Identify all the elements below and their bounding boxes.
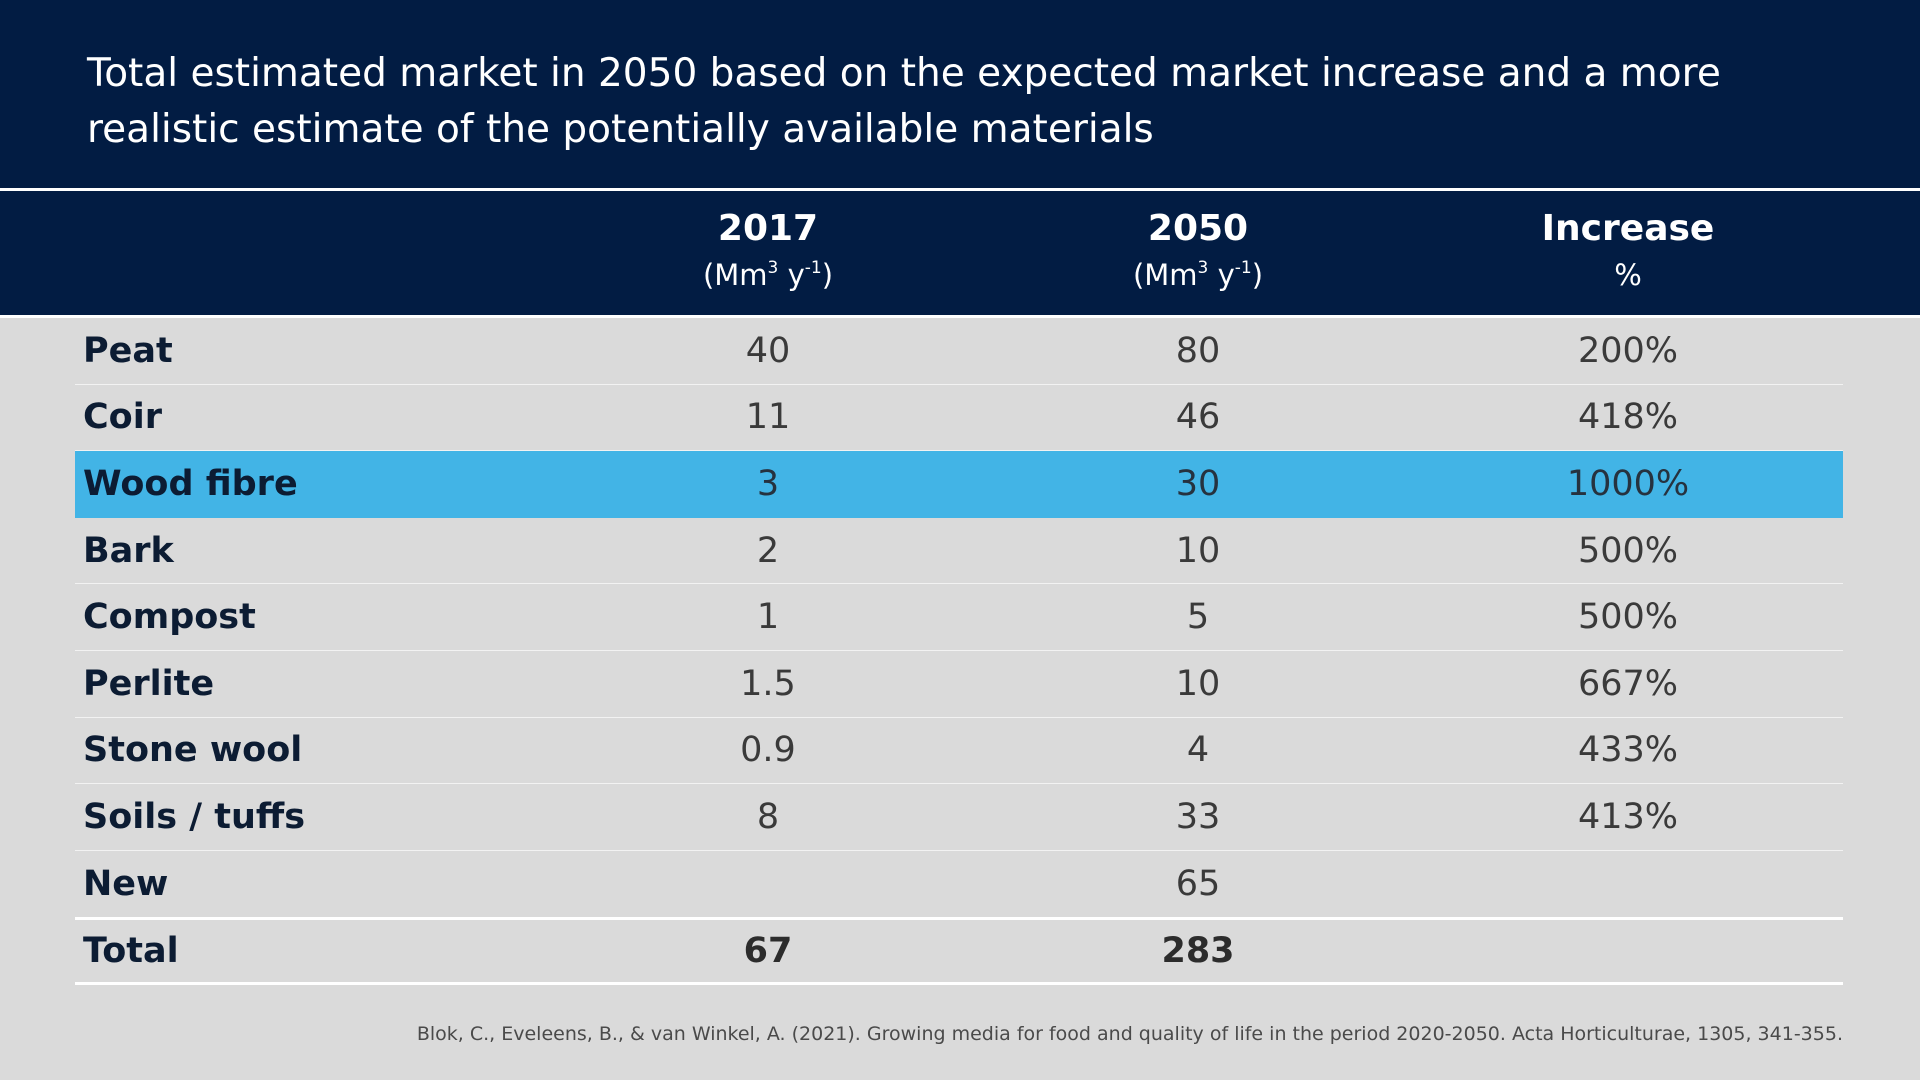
total-2050: 283 <box>1161 931 1235 972</box>
table-row-new: New 65 <box>75 851 1843 918</box>
column-header-increase-title: Increase <box>1541 208 1715 249</box>
cell-2017: 1.5 <box>740 663 796 704</box>
table-row-wood-fibre-highlighted: Wood fibre 3 30 1000% <box>75 451 1843 518</box>
row-label: Coir <box>83 397 162 438</box>
table-row-soils-tuffs: Soils / tuffs 8 33 413% <box>75 784 1843 851</box>
cell-increase: 433% <box>1577 730 1679 771</box>
cell-increase: 1000% <box>1566 463 1690 504</box>
cell-2017: 40 <box>745 330 791 371</box>
cell-increase: 200% <box>1577 330 1679 371</box>
row-label: Peat <box>83 330 173 371</box>
column-header-2017-unit: (Mm3 y-1) <box>702 258 834 292</box>
row-label: Compost <box>83 597 256 638</box>
cell-2050: 10 <box>1175 663 1221 704</box>
cell-2050: 80 <box>1175 330 1221 371</box>
table-row-peat: Peat 40 80 200% <box>75 318 1843 385</box>
table-body: Peat 40 80 200% Coir 11 46 418% Wood fib… <box>75 318 1843 986</box>
cell-2050: 10 <box>1175 530 1221 571</box>
table-row-coir: Coir 11 46 418% <box>75 385 1843 452</box>
column-header-increase: Increase % <box>1418 191 1838 315</box>
citation: Blok, C., Eveleens, B., & van Winkel, A.… <box>416 1023 1843 1045</box>
cell-2050: 30 <box>1175 463 1221 504</box>
row-label: Stone wool <box>83 730 303 771</box>
cell-increase: 413% <box>1577 796 1679 837</box>
cell-increase: 500% <box>1577 530 1679 571</box>
cell-increase <box>1418 851 1838 918</box>
cell-2017: 2 <box>756 530 780 571</box>
header-bottom-line <box>0 315 1920 318</box>
column-header-2050-title: 2050 <box>1147 208 1249 249</box>
cell-increase: 667% <box>1577 663 1679 704</box>
column-header-increase-unit: % <box>1614 258 1642 292</box>
table-header: 2017 (Mm3 y-1) 2050 (Mm3 y-1) Increase % <box>0 191 1920 315</box>
cell-2017: 1 <box>756 597 780 638</box>
cell-increase: 418% <box>1577 397 1679 438</box>
total-2017: 67 <box>743 931 793 972</box>
cell-2017: 3 <box>756 463 780 504</box>
total-increase <box>1418 920 1838 982</box>
cell-2017: 8 <box>756 796 780 837</box>
title-band: Total estimated market in 2050 based on … <box>0 0 1920 188</box>
column-header-2050: 2050 (Mm3 y-1) <box>988 191 1408 315</box>
table-row-compost: Compost 1 5 500% <box>75 584 1843 651</box>
table-row-perlite: Perlite 1.5 10 667% <box>75 651 1843 718</box>
column-header-2017: 2017 (Mm3 y-1) <box>558 191 978 315</box>
cell-2050: 5 <box>1186 597 1210 638</box>
table-row-stone-wool: Stone wool 0.9 4 433% <box>75 718 1843 785</box>
total-label: Total <box>83 931 179 972</box>
cell-2050: 33 <box>1175 796 1221 837</box>
slide-title: Total estimated market in 2050 based on … <box>87 51 1721 152</box>
row-label: Wood fibre <box>83 463 298 504</box>
cell-2050: 46 <box>1175 397 1221 438</box>
cell-2017: 11 <box>745 397 791 438</box>
cell-2017: 0.9 <box>740 730 796 771</box>
cell-increase: 500% <box>1577 597 1679 638</box>
table-row-bark: Bark 2 10 500% <box>75 518 1843 585</box>
cell-2050: 4 <box>1186 730 1210 771</box>
row-label: Perlite <box>83 663 215 704</box>
row-label: New <box>83 864 169 905</box>
divider-line <box>0 188 1920 191</box>
cell-2017 <box>558 851 978 918</box>
row-label: Soils / tuffs <box>83 796 306 837</box>
table-row-total: Total 67 283 <box>75 917 1843 986</box>
row-label: Bark <box>83 530 174 571</box>
cell-2050: 65 <box>1175 864 1221 905</box>
column-header-2050-unit: (Mm3 y-1) <box>1132 258 1264 292</box>
column-header-2017-title: 2017 <box>717 208 819 249</box>
